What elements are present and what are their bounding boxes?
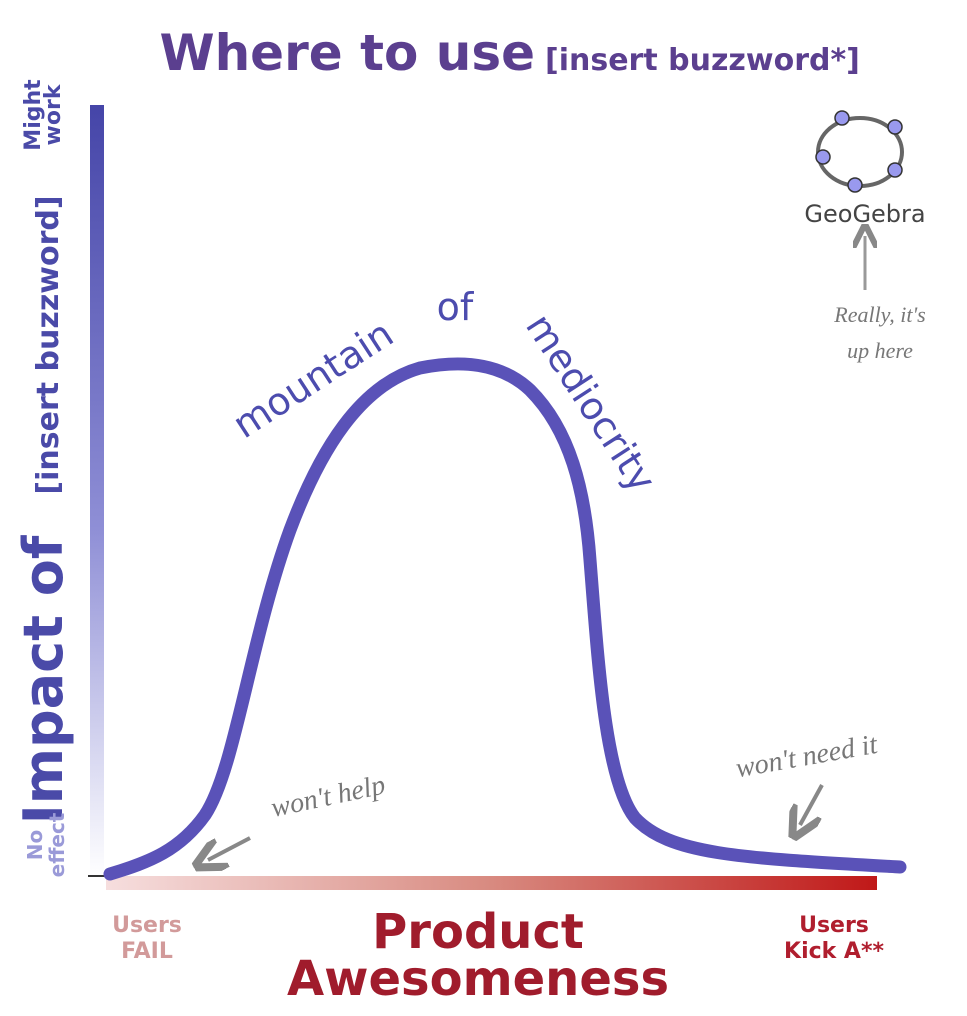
y-axis-bar	[90, 105, 104, 877]
annotation: won't need it	[733, 729, 880, 785]
y-axis-buzzword: [insert buzzword]	[31, 195, 66, 494]
logo-text: GeoGebra	[804, 200, 925, 228]
curve-label: mountain	[225, 311, 401, 447]
arrow	[208, 836, 251, 860]
x-right-label: Users	[799, 913, 869, 938]
x-axis-bar	[106, 876, 877, 890]
y-bottom-label: effect	[45, 812, 69, 877]
title-lead: Where to use	[159, 24, 535, 82]
note: Really, it's	[833, 302, 925, 327]
x-axis-label: Awesomeness	[287, 951, 669, 1007]
y-top-label: Might	[21, 79, 46, 151]
logo	[815, 110, 904, 193]
note: up here	[847, 338, 913, 363]
y-top-label: work	[41, 83, 66, 145]
title-buzzword: [insert buzzword*]	[545, 43, 860, 78]
curve-label: of	[437, 285, 475, 329]
annotation: won't help	[268, 770, 388, 824]
curve	[103, 357, 907, 881]
y-axis-label: Impact of	[12, 535, 75, 824]
arrow	[800, 784, 824, 825]
x-axis-label: Product	[372, 904, 584, 960]
x-left-label: FAIL	[121, 939, 173, 964]
y-bottom-label: No	[23, 830, 47, 860]
x-left-label: Users	[112, 913, 182, 938]
x-right-label: Kick A**	[784, 939, 884, 964]
